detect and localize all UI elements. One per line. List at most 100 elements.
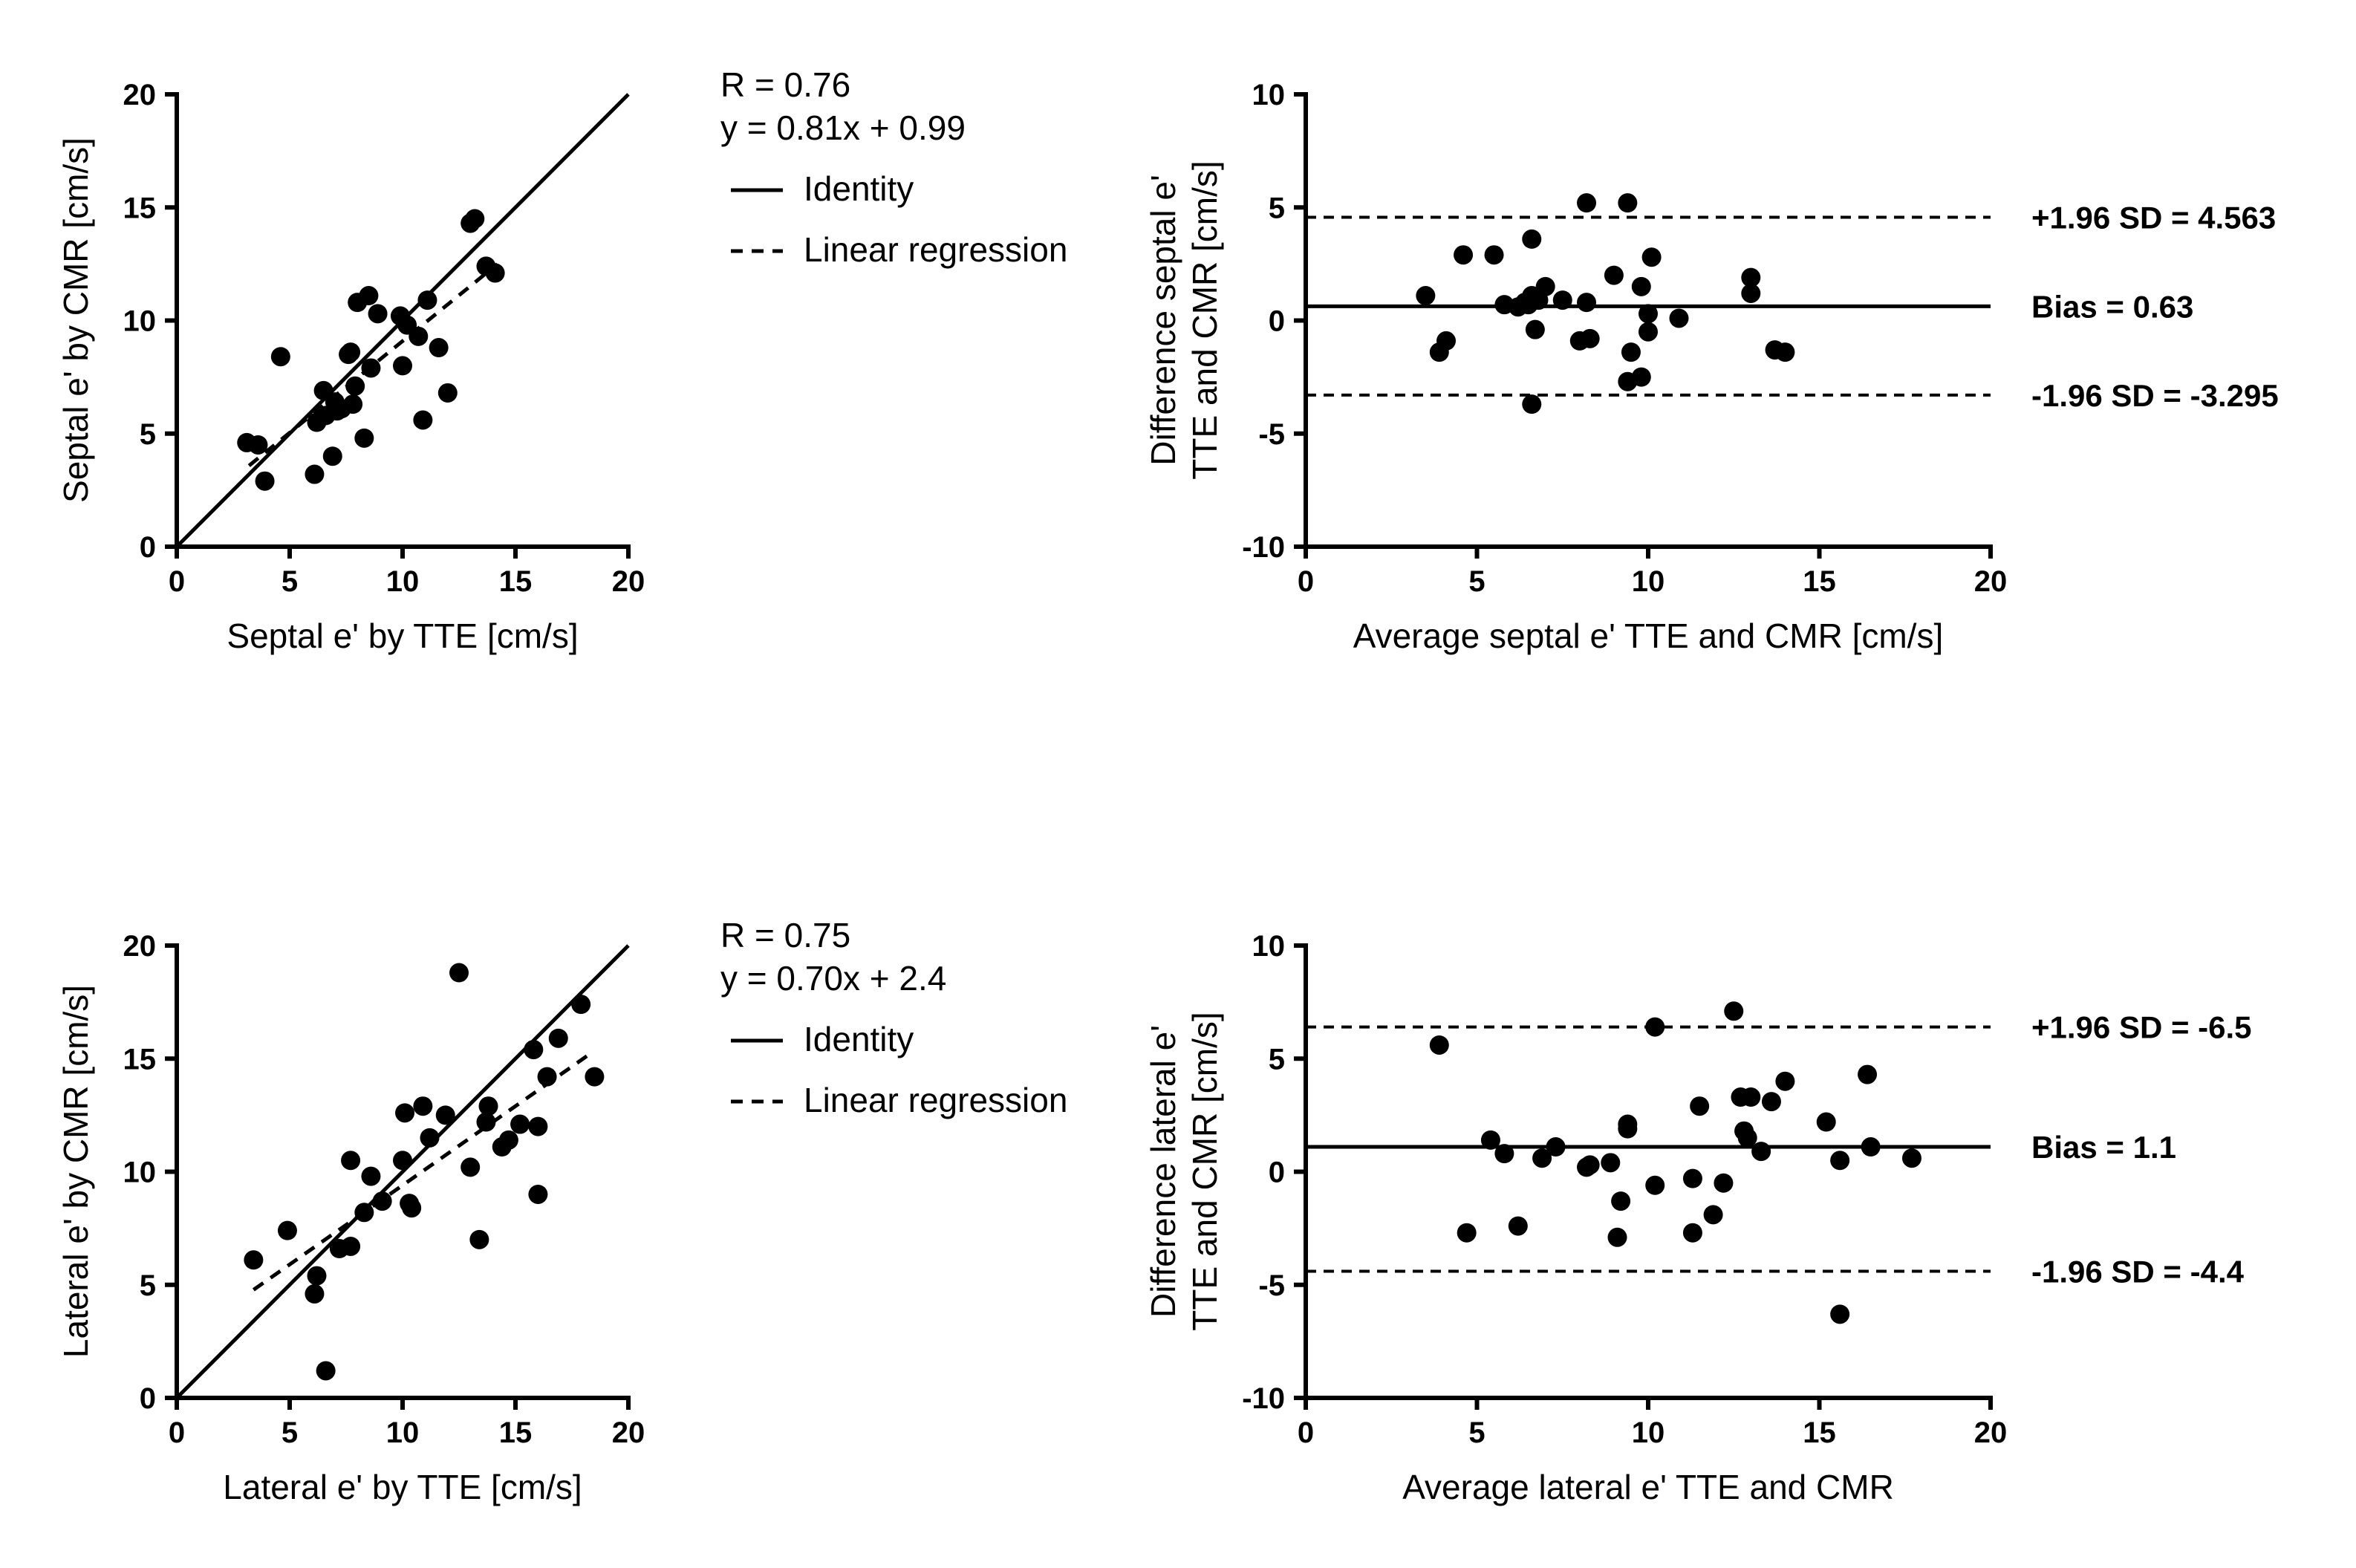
x-tick-label: 5 — [282, 565, 298, 598]
data-point — [393, 356, 412, 376]
data-point — [270, 347, 290, 367]
1-96-sd-label: +1.96 SD = -6.5 — [2031, 1010, 2252, 1045]
data-point — [1830, 1151, 1850, 1171]
data-point — [537, 1067, 557, 1087]
data-point — [307, 1266, 327, 1286]
data-point — [435, 1105, 455, 1125]
data-point — [1901, 1148, 1921, 1168]
data-point — [1416, 286, 1436, 306]
data-point — [1703, 1205, 1723, 1225]
data-point — [322, 446, 342, 466]
data-point — [368, 304, 388, 324]
data-point — [1457, 1223, 1477, 1243]
data-point — [1682, 1223, 1702, 1243]
data-point — [1639, 322, 1658, 342]
data-point — [1618, 193, 1638, 213]
x-tick-label: 20 — [1974, 1416, 2008, 1449]
chart-2: 0 5 10 15 20 -10 -5 0 5 10 Average septal e' TTE a… — [1144, 79, 2279, 655]
data-point — [305, 1284, 325, 1304]
data-point — [1535, 276, 1555, 296]
data-point — [1508, 1216, 1528, 1236]
data-point — [1429, 1035, 1449, 1055]
data-point — [1631, 276, 1651, 296]
data-point — [1631, 367, 1651, 387]
y-tick-label: 5 — [140, 1269, 156, 1302]
data-point — [1436, 331, 1457, 351]
x-tick-label: 15 — [1803, 565, 1836, 598]
data-point — [1741, 1087, 1761, 1107]
y-tick-label: 15 — [123, 192, 157, 224]
data-point — [1861, 1137, 1881, 1157]
chart-1: 0 5 10 15 20 0 5 10 15 20 Septal e' by TTE [cm/s] S… — [56, 65, 1067, 655]
data-point — [476, 1112, 496, 1132]
data-point — [255, 471, 275, 491]
1-96-sd-label: -1.96 SD = -4.4 — [2031, 1254, 2245, 1289]
bias-label: Bias = 1.1 — [2031, 1130, 2176, 1165]
y-tick-label: 0 — [1269, 305, 1285, 338]
data-point — [359, 286, 379, 306]
data-point — [1639, 304, 1658, 324]
data-point — [1714, 1173, 1734, 1193]
data-point — [413, 1096, 433, 1116]
x-tick-label: 10 — [386, 1416, 420, 1449]
data-point — [1618, 1119, 1638, 1139]
data-point — [1546, 1137, 1566, 1157]
data-point — [417, 290, 437, 310]
data-point — [1645, 1017, 1665, 1037]
data-point — [1522, 229, 1542, 249]
y-tick-label: -10 — [1242, 1382, 1285, 1415]
x-tick-label: 5 — [282, 1416, 298, 1449]
y-tick-label: 5 — [1269, 192, 1285, 224]
data-point — [1484, 245, 1504, 265]
data-point — [429, 338, 449, 358]
data-point — [1552, 290, 1572, 310]
y-tick-label: 10 — [1252, 930, 1286, 963]
stat-text: R = 0.75 — [720, 916, 850, 954]
1-96-sd-label: +1.96 SD = 4.563 — [2031, 201, 2276, 235]
data-point — [1607, 1227, 1627, 1247]
data-point — [1816, 1112, 1836, 1132]
x-tick-label: 15 — [499, 565, 533, 598]
data-point — [372, 1191, 392, 1211]
data-point — [469, 1229, 489, 1249]
y-tick-label: -10 — [1242, 531, 1285, 564]
data-point — [1669, 308, 1689, 328]
x-tick-label: 15 — [1803, 1416, 1836, 1449]
data-point — [341, 1236, 361, 1256]
data-point — [341, 342, 361, 362]
y-tick-label: -5 — [1258, 1269, 1285, 1302]
data-point — [1641, 247, 1662, 267]
stat-text: y = 0.81x + 0.99 — [720, 108, 966, 147]
x-axis-title: Average lateral e' TTE and CMR — [1402, 1468, 1894, 1506]
data-point — [1775, 342, 1795, 362]
data-point — [248, 435, 268, 455]
stat-text: y = 0.70x + 2.4 — [720, 959, 946, 998]
legend-label-linear-regression: Linear regression — [804, 1081, 1067, 1119]
data-point — [1682, 1168, 1702, 1188]
data-point — [461, 1157, 481, 1177]
y-tick-label: 5 — [1269, 1043, 1285, 1076]
y-axis-title: TTE and CMR [cm/s] — [1185, 160, 1224, 479]
data-point — [1494, 1144, 1514, 1164]
data-point — [341, 1151, 361, 1171]
x-tick-label: 0 — [169, 1416, 185, 1449]
data-point — [1525, 319, 1545, 339]
data-point — [1621, 342, 1641, 362]
data-point — [1741, 283, 1761, 303]
data-point — [510, 1114, 530, 1134]
data-point — [1601, 1153, 1621, 1173]
data-point — [528, 1184, 548, 1204]
legend-label-linear-regression: Linear regression — [804, 230, 1067, 269]
x-tick-label: 20 — [612, 565, 645, 598]
data-point — [1830, 1304, 1850, 1324]
y-tick-label: 10 — [123, 305, 157, 338]
y-tick-label: 15 — [123, 1043, 157, 1076]
data-point — [413, 410, 433, 430]
data-point — [478, 1096, 498, 1116]
data-point — [1480, 1130, 1500, 1150]
x-axis-title: Average septal e' TTE and CMR [cm/s] — [1353, 617, 1944, 655]
data-point — [395, 1103, 415, 1123]
chart-3: 0 5 10 15 20 0 5 10 15 20 Lateral e' by TTE [cm/s]… — [56, 916, 1067, 1506]
data-point — [437, 383, 458, 403]
